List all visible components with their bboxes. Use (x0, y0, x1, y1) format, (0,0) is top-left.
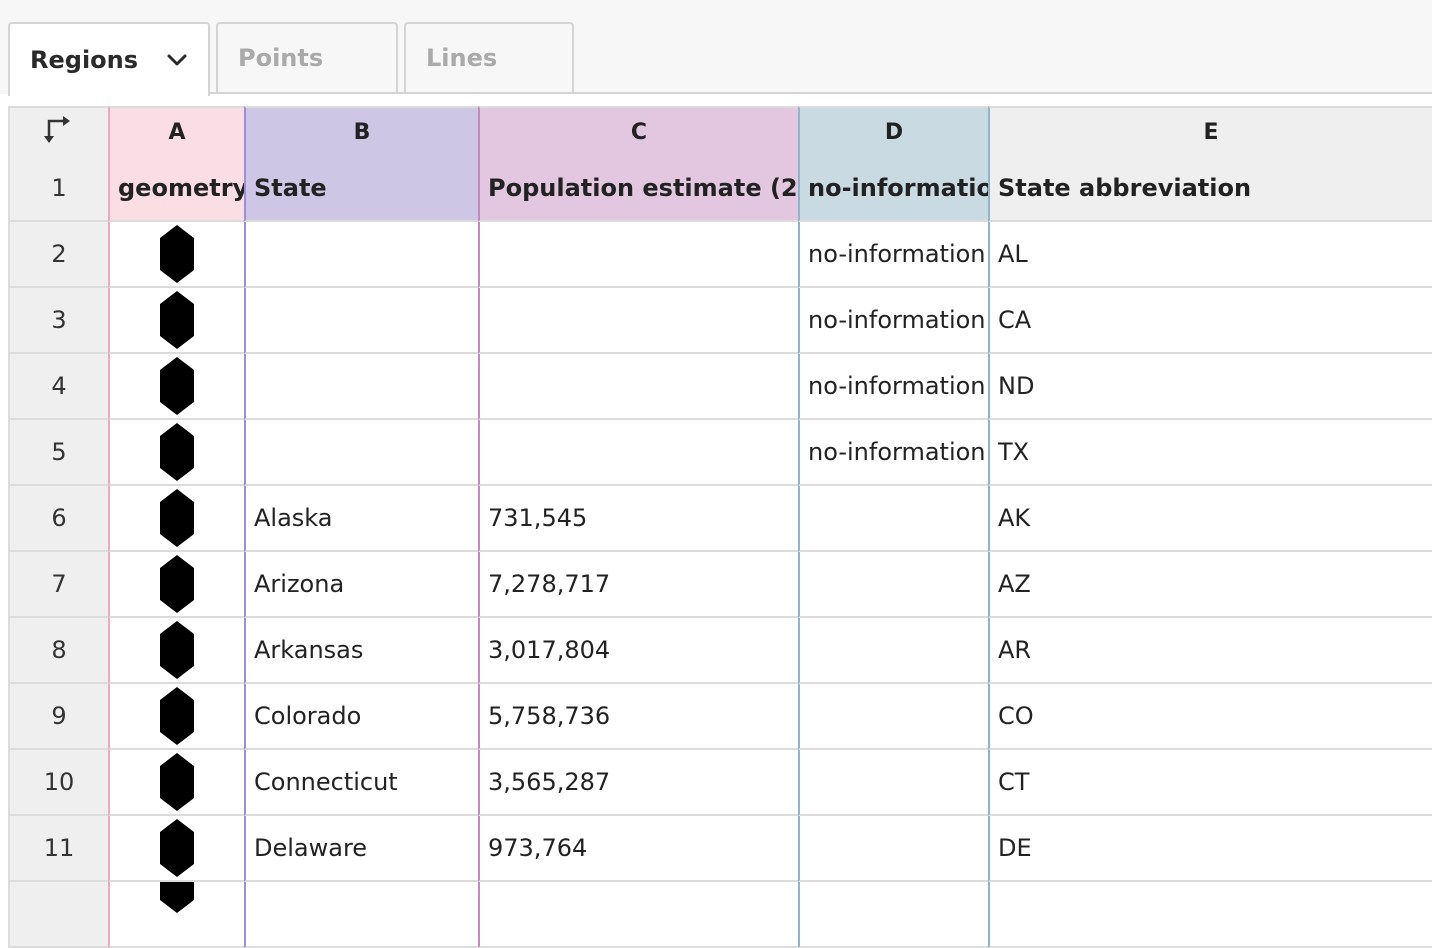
no-information-cell[interactable] (798, 684, 990, 750)
column-header-d[interactable]: D (798, 106, 990, 158)
polygon-icon (160, 687, 194, 745)
abbreviation-cell[interactable]: CT (988, 750, 1432, 816)
header-state[interactable]: State (244, 156, 480, 222)
corner-arrow-icon (43, 113, 75, 151)
geometry-cell[interactable] (108, 618, 246, 684)
row-number[interactable]: 3 (8, 288, 110, 354)
abbreviation-cell[interactable]: DE (988, 816, 1432, 882)
population-cell[interactable]: 731,545 (478, 486, 800, 552)
polygon-icon (160, 819, 194, 877)
header-population[interactable]: Population estimate (2019) (478, 156, 800, 222)
abbreviation-cell[interactable]: TX (988, 420, 1432, 486)
row-number[interactable]: 9 (8, 684, 110, 750)
geometry-cell[interactable] (108, 288, 246, 354)
state-cell[interactable] (244, 222, 480, 288)
tab-regions[interactable]: Regions (8, 22, 210, 96)
population-cell[interactable]: 7,278,717 (478, 552, 800, 618)
population-cell[interactable]: 3,565,287 (478, 750, 800, 816)
no-information-cell[interactable]: no-information (798, 288, 990, 354)
abbreviation-cell[interactable]: AK (988, 486, 1432, 552)
row-number[interactable]: 10 (8, 750, 110, 816)
geometry-cell[interactable] (108, 354, 246, 420)
column-header-e[interactable]: E (988, 106, 1432, 158)
state-cell[interactable] (244, 420, 480, 486)
abbreviation-cell[interactable]: CO (988, 684, 1432, 750)
row-number[interactable]: 4 (8, 354, 110, 420)
state-cell[interactable]: Colorado (244, 684, 480, 750)
polygon-icon (160, 621, 194, 679)
population-cell[interactable]: 5,758,736 (478, 684, 800, 750)
population-cell[interactable]: 973,764 (478, 816, 800, 882)
sheet-tab-bar: Regions Points Lines (0, 0, 1432, 96)
geometry-cell[interactable] (108, 222, 246, 288)
no-information-cell[interactable]: no-information (798, 222, 990, 288)
no-information-cell[interactable] (798, 552, 990, 618)
geometry-cell[interactable] (108, 816, 246, 882)
population-cell[interactable] (478, 420, 800, 486)
row-number[interactable]: 6 (8, 486, 110, 552)
abbreviation-cell[interactable]: CA (988, 288, 1432, 354)
tab-bar-divider (8, 92, 1432, 94)
no-information-cell[interactable] (798, 816, 990, 882)
header-geometry[interactable]: geometry (108, 156, 246, 222)
abbreviation-cell[interactable]: AL (988, 222, 1432, 288)
geometry-cell[interactable] (108, 552, 246, 618)
polygon-icon (160, 225, 194, 283)
polygon-icon (160, 555, 194, 613)
header-no-information[interactable]: no-information (798, 156, 990, 222)
no-information-cell[interactable]: no-information (798, 420, 990, 486)
row-number[interactable]: 1 (8, 156, 110, 222)
state-cell[interactable] (244, 354, 480, 420)
abbreviation-cell[interactable]: AZ (988, 552, 1432, 618)
geometry-cell[interactable] (108, 486, 246, 552)
polygon-icon (160, 882, 194, 913)
column-header-b[interactable]: B (244, 106, 480, 158)
tab-points[interactable]: Points (216, 22, 398, 92)
no-information-cell[interactable] (798, 750, 990, 816)
header-state-abbreviation[interactable]: State abbreviation (988, 156, 1432, 222)
row-number[interactable]: 8 (8, 618, 110, 684)
tab-lines-label: Lines (426, 44, 498, 72)
select-all-corner[interactable] (8, 106, 110, 158)
polygon-icon (160, 357, 194, 415)
state-cell[interactable]: Connecticut (244, 750, 480, 816)
no-information-cell[interactable] (798, 486, 990, 552)
row-number[interactable]: 5 (8, 420, 110, 486)
row-number[interactable]: 2 (8, 222, 110, 288)
state-cell[interactable] (244, 288, 480, 354)
polygon-icon (160, 291, 194, 349)
no-information-cell[interactable]: no-information (798, 354, 990, 420)
state-cell[interactable]: Alaska (244, 486, 480, 552)
row-number[interactable]: 7 (8, 552, 110, 618)
tab-points-label: Points (238, 44, 324, 72)
row-number[interactable]: 11 (8, 816, 110, 882)
tab-lines[interactable]: Lines (404, 22, 574, 92)
polygon-icon (160, 489, 194, 547)
geometry-cell[interactable] (108, 750, 246, 816)
chevron-down-icon[interactable] (164, 47, 190, 73)
population-cell[interactable]: 3,017,804 (478, 618, 800, 684)
population-cell[interactable] (478, 288, 800, 354)
state-cell[interactable]: Arkansas (244, 618, 480, 684)
column-header-c[interactable]: C (478, 106, 800, 158)
polygon-icon (160, 753, 194, 811)
geometry-cell[interactable] (108, 420, 246, 486)
population-cell[interactable] (478, 222, 800, 288)
tab-regions-label: Regions (30, 46, 139, 74)
state-cell[interactable]: Delaware (244, 816, 480, 882)
population-cell[interactable] (478, 354, 800, 420)
state-cell[interactable]: Arizona (244, 552, 480, 618)
abbreviation-cell[interactable]: ND (988, 354, 1432, 420)
geometry-cell[interactable] (108, 684, 246, 750)
polygon-icon (160, 423, 194, 481)
no-information-cell[interactable] (798, 618, 990, 684)
column-header-a[interactable]: A (108, 106, 246, 158)
abbreviation-cell[interactable]: AR (988, 618, 1432, 684)
